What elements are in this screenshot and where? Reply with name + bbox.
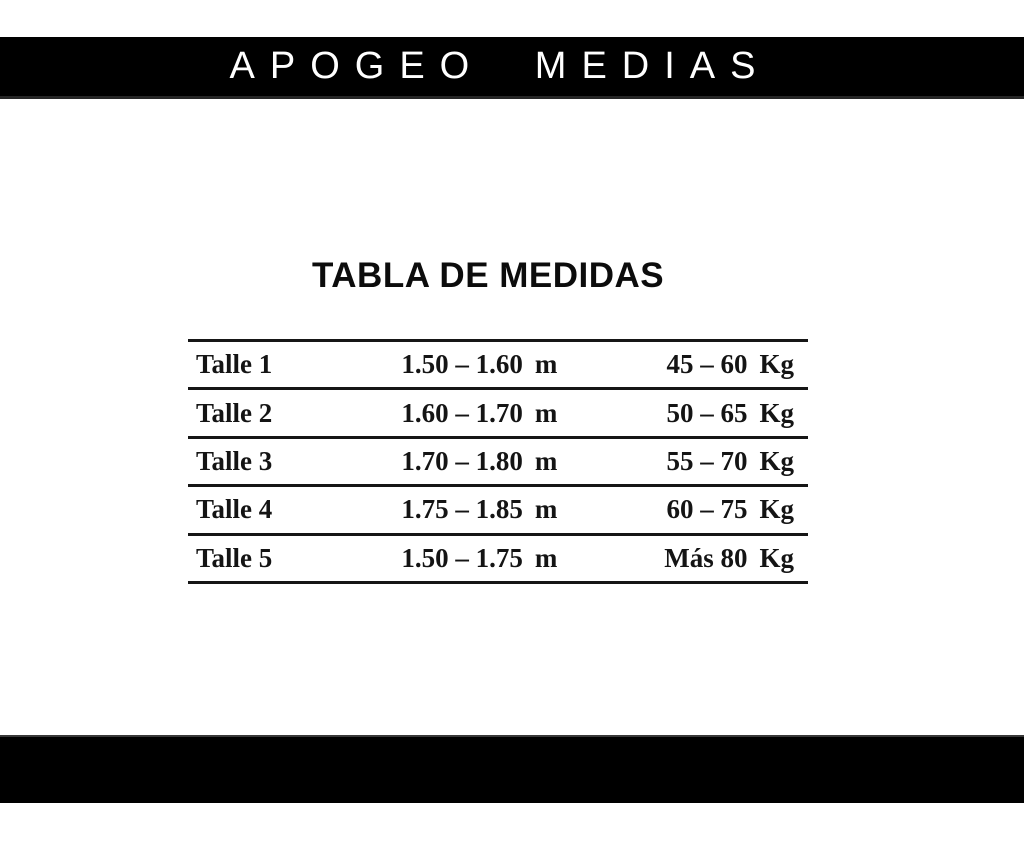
weight-value: 55 – 70 [666,445,748,476]
table-row: Talle 4 1.75 – 1.85 m 60 – 75 Kg [188,487,808,536]
height-value: 1.75 – 1.85 [401,494,523,525]
size-label: Talle 3 [196,445,273,476]
height-range: 1.70 – 1.80 m [374,446,585,477]
weight-range: 55 – 70 Kg [585,446,808,477]
size-label: Talle 2 [196,397,273,428]
size-label: Talle 1 [196,349,273,380]
height-range: 1.60 – 1.70 m [374,398,585,429]
height-range: 1.50 – 1.75 m [374,543,585,574]
height-unit: m [534,397,558,428]
height-range: 1.75 – 1.85 m [374,494,585,525]
weight-value: Más 80 [664,542,748,573]
size-table: Talle 1 1.50 – 1.60 m 45 – 60 Kg Talle 2 1… [188,339,808,584]
size-label: Talle 4 [196,494,273,525]
table-row: Talle 5 1.50 – 1.75 m Más 80 Kg [188,536,808,584]
height-value: 1.70 – 1.80 [401,445,523,476]
weight-unit: Kg [759,397,794,428]
weight-range: Más 80 Kg [585,543,808,574]
height-value: 1.50 – 1.75 [401,542,523,573]
weight-unit: Kg [759,445,794,476]
weight-unit: Kg [759,542,794,573]
brand-header-bar: APOGEO MEDIAS [0,37,1024,99]
table-row: Talle 1 1.50 – 1.60 m 45 – 60 Kg [188,342,808,391]
height-value: 1.50 – 1.60 [401,349,523,380]
height-unit: m [534,349,558,380]
size-label: Talle 5 [196,542,273,573]
height-value: 1.60 – 1.70 [401,397,523,428]
weight-range: 50 – 65 Kg [585,398,808,429]
weight-value: 50 – 65 [666,397,748,428]
weight-unit: Kg [759,349,794,380]
weight-value: 45 – 60 [666,349,748,380]
table-row: Talle 3 1.70 – 1.80 m 55 – 70 Kg [188,439,808,488]
size-chart-title: TABLA DE MEDIDAS [312,256,665,295]
weight-unit: Kg [759,494,794,525]
weight-value: 60 – 75 [666,494,748,525]
height-range: 1.50 – 1.60 m [374,349,585,380]
table-row: Talle 2 1.60 – 1.70 m 50 – 65 Kg [188,390,808,439]
height-unit: m [534,542,558,573]
footer-bar [0,735,1024,803]
height-unit: m [534,494,558,525]
weight-range: 45 – 60 Kg [585,349,808,380]
brand-title: APOGEO MEDIAS [229,45,771,87]
weight-range: 60 – 75 Kg [585,494,808,525]
height-unit: m [534,445,558,476]
